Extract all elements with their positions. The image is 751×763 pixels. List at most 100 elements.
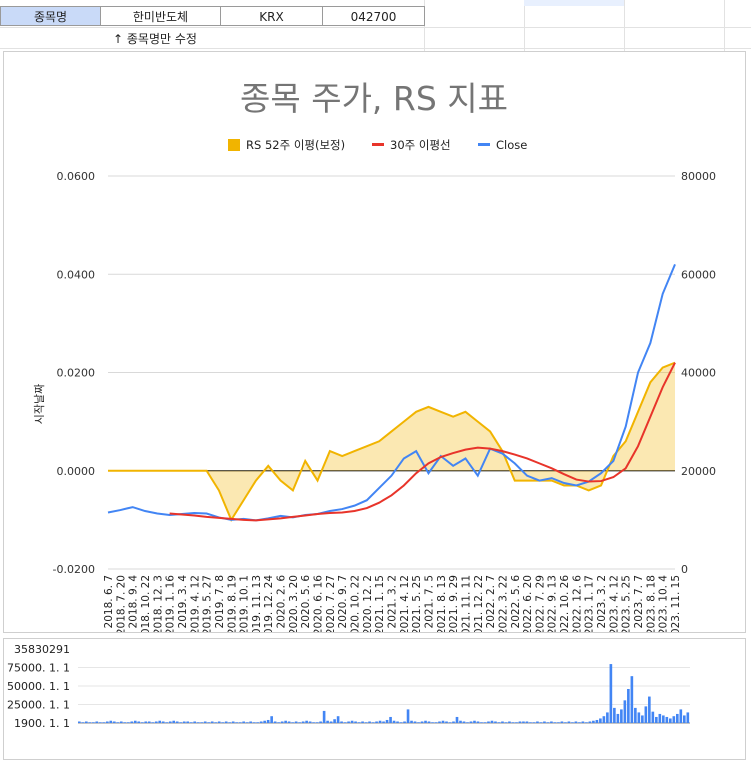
x-tick-label: 2023. 5. 25	[621, 575, 633, 632]
vol-bar	[483, 722, 487, 723]
vol-bar	[508, 721, 511, 723]
vol-bar	[606, 712, 609, 723]
vol-bar	[473, 720, 476, 723]
vol-bar	[228, 722, 231, 723]
vol-bar	[193, 721, 197, 723]
vol-bar	[238, 722, 242, 723]
vol-bar	[109, 720, 113, 723]
vol-bar	[480, 722, 483, 723]
price-rs-chart[interactable]: 종목 주가, RS 지표 RS 52주 이평(보정) 30주 이평선 Close 0…	[3, 51, 746, 642]
x-tick-label: 2021. 12. 22	[473, 575, 485, 632]
x-tick-label: 2018. 10. 22	[140, 575, 152, 632]
vol-bar	[214, 722, 218, 723]
vol-bar	[326, 720, 329, 723]
x-tick-label: 2020. 9. 7	[337, 575, 349, 628]
x-tick-label: 2023. 11. 15	[670, 575, 682, 632]
vol-bar	[217, 721, 221, 723]
volume-chart[interactable]: 35830291 75000. 1. 1 50000. 1. 1 25000. 1. …	[3, 638, 746, 760]
vol-bar	[385, 719, 389, 723]
vol-bar	[112, 721, 116, 723]
vol-bar	[154, 721, 158, 723]
vol-bar	[189, 722, 193, 723]
vol-bar	[466, 722, 469, 723]
x-tick-label: 2023. 4. 12	[608, 575, 620, 632]
x-tick-label: 2020. 3. 20	[288, 575, 300, 632]
x-tick-label: 2020. 2. 6	[276, 575, 288, 629]
right-tick-label: 60000	[681, 268, 716, 281]
vol-bar	[595, 719, 599, 723]
vol-bar	[676, 713, 679, 723]
vol-bar	[455, 716, 459, 723]
vol-bar	[280, 721, 284, 723]
x-tick-label: 2022. 3. 22	[497, 575, 509, 632]
vol-bar	[144, 721, 148, 723]
vol-bar	[609, 664, 613, 723]
x-tick-label: 2019. 8. 19	[226, 575, 238, 632]
vol-bar	[161, 721, 165, 723]
vol-bar	[434, 722, 438, 723]
vol-bar	[336, 716, 340, 723]
x-tick-label: 2022. 6. 20	[522, 575, 534, 632]
vol-bar	[546, 722, 550, 723]
x-tick-label: 2019. 10. 1	[239, 575, 251, 632]
x-tick-label: 2020. 5. 6	[300, 575, 312, 629]
market-cell[interactable]: KRX	[220, 6, 323, 26]
price-rs-chart-svg: 종목 주가, RS 지표 RS 52주 이평(보정) 30주 이평선 Close 0…	[33, 79, 716, 642]
right-tick-label: 40000	[681, 367, 716, 380]
vol-bar	[424, 720, 427, 723]
vol-bar	[84, 721, 88, 723]
vol-bar	[518, 721, 522, 723]
x-tick-label: 2019. 3. 4	[177, 575, 189, 629]
vol-bar	[95, 721, 99, 723]
x-tick-label: 2021. 3. 2	[387, 575, 399, 628]
vol-bar	[543, 721, 546, 723]
vol-bar	[371, 722, 375, 723]
vol-bar	[88, 722, 92, 723]
edit-hint: ↑ 종목명만 수정	[113, 32, 197, 46]
vol-bar	[567, 721, 571, 723]
vol-tick-label: 75000. 1. 1	[7, 662, 70, 675]
vol-bar	[399, 722, 403, 723]
vol-bar	[378, 720, 382, 723]
vol-bar	[581, 721, 585, 723]
left-tick-label: 0.0600	[57, 170, 96, 183]
vol-bar	[441, 720, 445, 723]
vol-bar	[207, 722, 211, 723]
vol-bar	[203, 721, 207, 723]
vol-bar	[245, 722, 249, 723]
stock-code-cell[interactable]: 042700	[322, 6, 425, 26]
vol-bar	[105, 721, 109, 723]
x-tick-label: 2022. 5. 6	[510, 575, 522, 629]
vol-bar	[662, 715, 665, 723]
vol-bar	[273, 721, 277, 723]
vol-bar	[116, 722, 120, 723]
vol-bar	[651, 711, 655, 723]
rs-line	[108, 361, 676, 523]
vol-bar	[382, 721, 385, 723]
x-tick-label: 2021. 11. 11	[460, 575, 472, 632]
legend-swatch	[478, 143, 490, 146]
vol-bar	[259, 721, 263, 723]
vol-bar	[410, 720, 413, 723]
vol-bar	[560, 721, 564, 723]
x-tick-label: 2023. 1. 17	[584, 575, 596, 632]
vol-bar	[133, 720, 137, 723]
stock-name-cell[interactable]: 한미반도체	[100, 6, 221, 26]
stock-label-cell[interactable]: 종목명	[0, 6, 101, 26]
vol-bar	[158, 720, 162, 723]
vol-bar	[602, 716, 606, 723]
vol-bar	[490, 720, 494, 723]
vol-bar	[585, 722, 588, 723]
vol-bar	[571, 722, 574, 723]
x-tick-label: 2020. 12. 2	[362, 575, 374, 632]
x-tick-label: 2021. 8. 13	[436, 575, 448, 632]
vol-bar	[343, 722, 347, 723]
vol-bar	[452, 721, 455, 723]
vol-bar	[147, 721, 151, 723]
x-tick-label: 2020. 6. 16	[313, 575, 325, 632]
x-tick-label: 2020. 10. 22	[350, 575, 362, 632]
vol-bar	[186, 721, 190, 723]
vol-bar	[249, 721, 252, 723]
x-tick-label: 2019. 11. 13	[251, 575, 263, 632]
